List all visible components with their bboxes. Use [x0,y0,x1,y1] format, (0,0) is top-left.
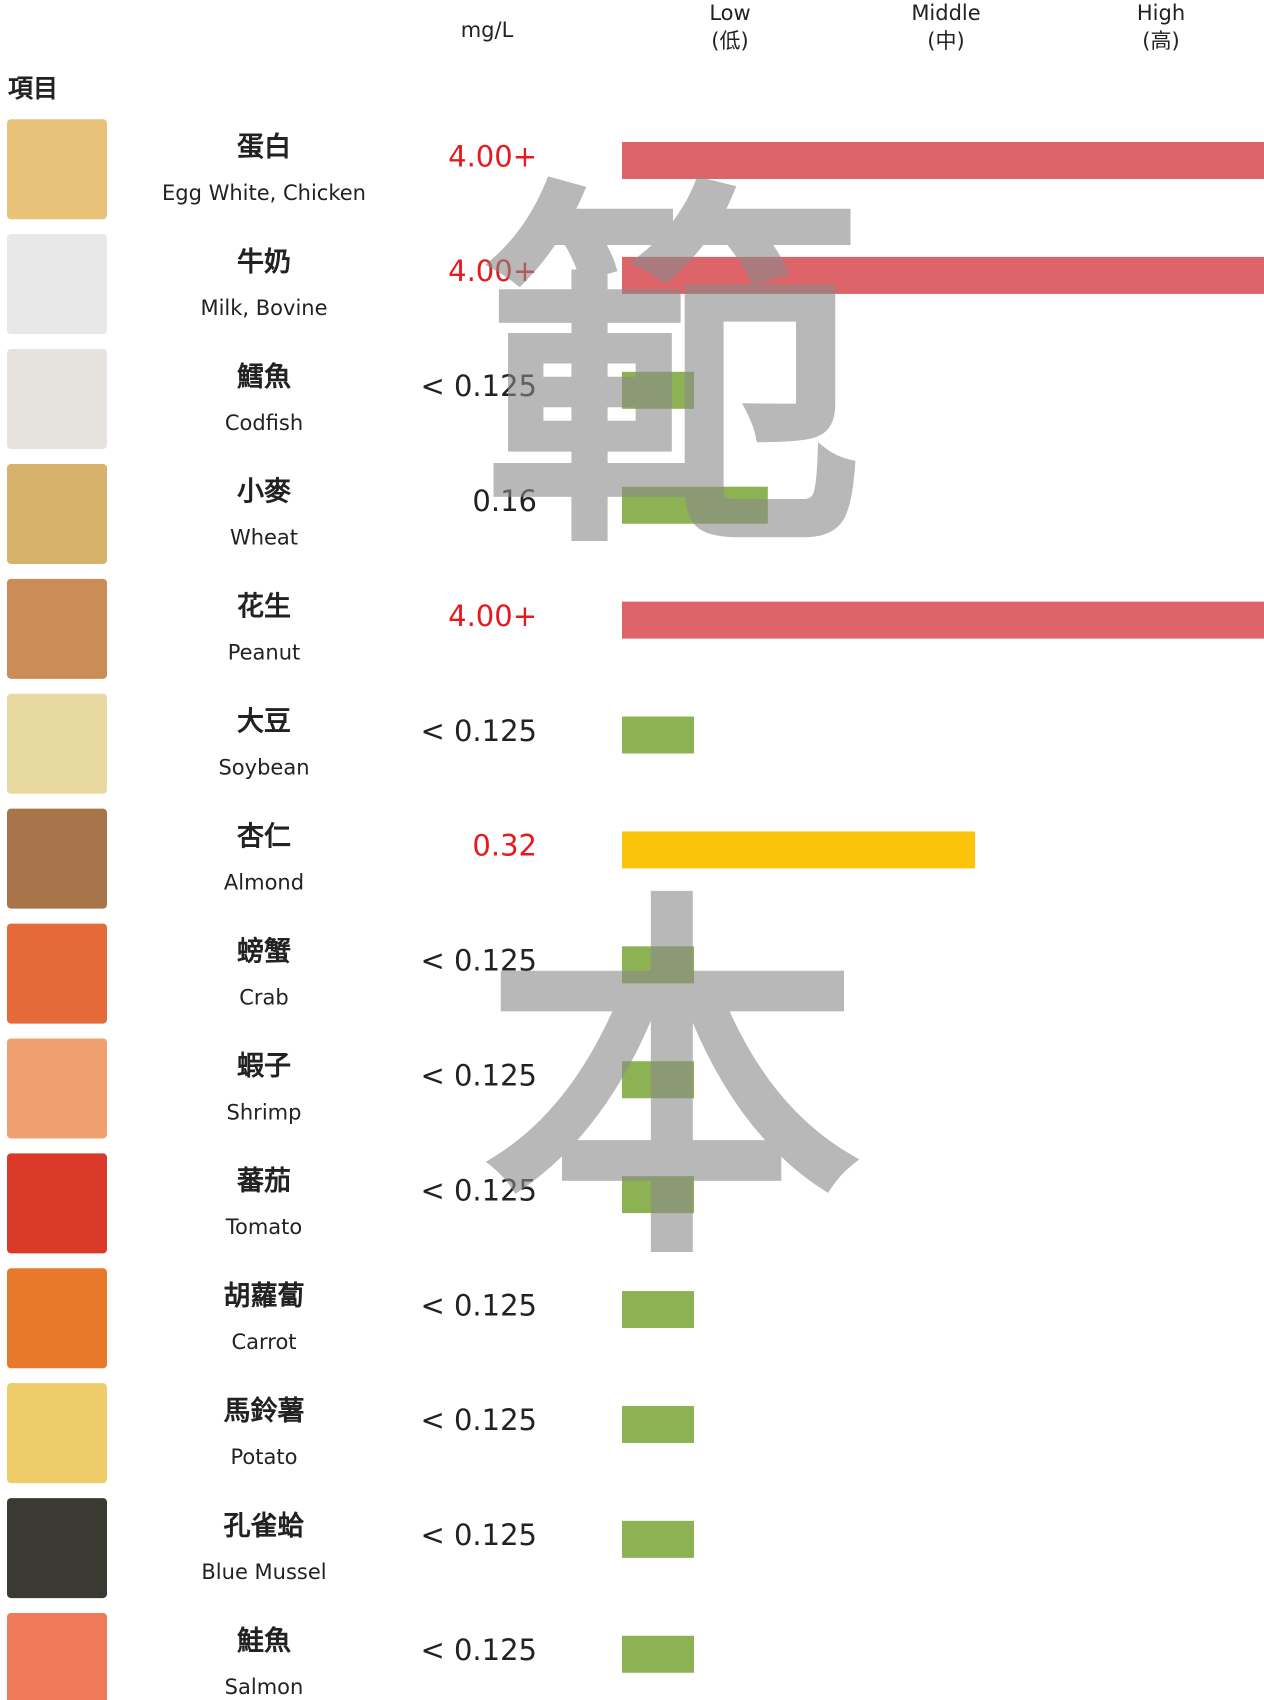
name-zh: 杏仁 [237,821,291,852]
name-zh: 大豆 [237,707,291,738]
result-value: 4.00+ [448,139,537,173]
name-zh: 孔雀蛤 [224,1511,305,1542]
item-header: 項目 [8,74,58,103]
level-bar [622,142,1264,180]
level-bar [622,831,976,869]
name-en: Blue Mussel [201,1560,326,1584]
level-bar [622,256,1264,294]
name-zh: 馬鈴薯 [224,1395,305,1427]
name-en: Wheat [230,526,298,550]
level-bar [622,1635,694,1673]
thumbnail [7,1153,107,1254]
name-en: Codfish [225,411,303,435]
thumbnail [7,693,107,794]
name-zh: 花生 [237,592,291,623]
thumbnail [7,1383,107,1484]
level-header: (低) [711,29,748,53]
thumbnail [7,1498,107,1599]
name-zh: 鱈魚 [237,361,291,393]
name-zh: 螃蟹 [237,935,291,967]
name-en: Soybean [218,756,309,780]
thumbnail [7,463,107,564]
thumbnail [7,808,107,909]
name-en: Shrimp [227,1100,302,1124]
result-value: < 0.125 [420,1633,537,1667]
name-zh: 小麥 [237,477,292,508]
level-bar [622,1520,694,1558]
thumbnail [7,1038,107,1139]
level-header: High [1137,1,1185,25]
watermark: 範本 [482,148,862,1306]
level-bar [622,486,768,524]
result-value: < 0.125 [420,1058,537,1092]
name-en: Almond [224,870,304,894]
level-header: (高) [1142,29,1179,53]
result-value: < 0.125 [420,1288,537,1322]
name-zh: 蛋白 [237,131,291,163]
name-zh: 胡蘿蔔 [224,1281,305,1312]
level-bar [622,1405,694,1443]
result-value: < 0.125 [420,1173,537,1207]
result-value: < 0.125 [420,369,537,403]
name-en: Egg White, Chicken [162,181,366,205]
name-en: Crab [239,985,289,1009]
name-zh: 鮭魚 [237,1625,291,1657]
level-bar [622,371,694,409]
thumbnail [7,1612,107,1700]
level-header: Middle [911,1,980,25]
rows: 蛋白 Egg White, Chicken 4.00+ 牛奶 Milk, Bovine 4… [7,119,537,1700]
name-en: Peanut [228,641,301,665]
name-zh: 牛奶 [237,247,291,278]
thumbnail [7,234,107,335]
level-bar [622,1291,694,1329]
result-value: < 0.125 [420,1518,537,1552]
name-en: Salmon [225,1675,304,1699]
watermark-char: 範 [482,148,862,595]
result-value: < 0.125 [420,944,537,978]
result-value: 4.00+ [448,599,537,633]
name-en: Tomato [225,1215,303,1239]
level-bar [622,1061,694,1099]
level-header: (中) [927,29,964,53]
result-value: 0.32 [472,829,537,863]
level-bar [622,716,694,754]
result-value: 4.00+ [448,254,537,288]
name-en: Milk, Bovine [200,296,327,320]
bars [622,142,1264,1673]
thumbnail [7,119,107,220]
level-bar [622,601,1264,639]
result-value: 0.16 [472,484,537,518]
watermark-char: 本 [482,859,862,1306]
thumbnail [7,349,107,450]
thumbnail [7,923,107,1024]
name-zh: 蕃茄 [236,1166,291,1197]
name-zh: 蝦子 [237,1051,291,1082]
thumbnail [7,578,107,679]
name-en: Carrot [231,1330,296,1354]
thumbnail [7,1268,107,1369]
level-bar [622,1176,694,1214]
name-en: Potato [231,1445,298,1469]
result-value: < 0.125 [420,714,537,748]
result-value: < 0.125 [420,1403,537,1437]
level-bar [622,946,694,984]
level-header: Low [709,1,750,25]
unit-header: mg/L [461,18,514,42]
